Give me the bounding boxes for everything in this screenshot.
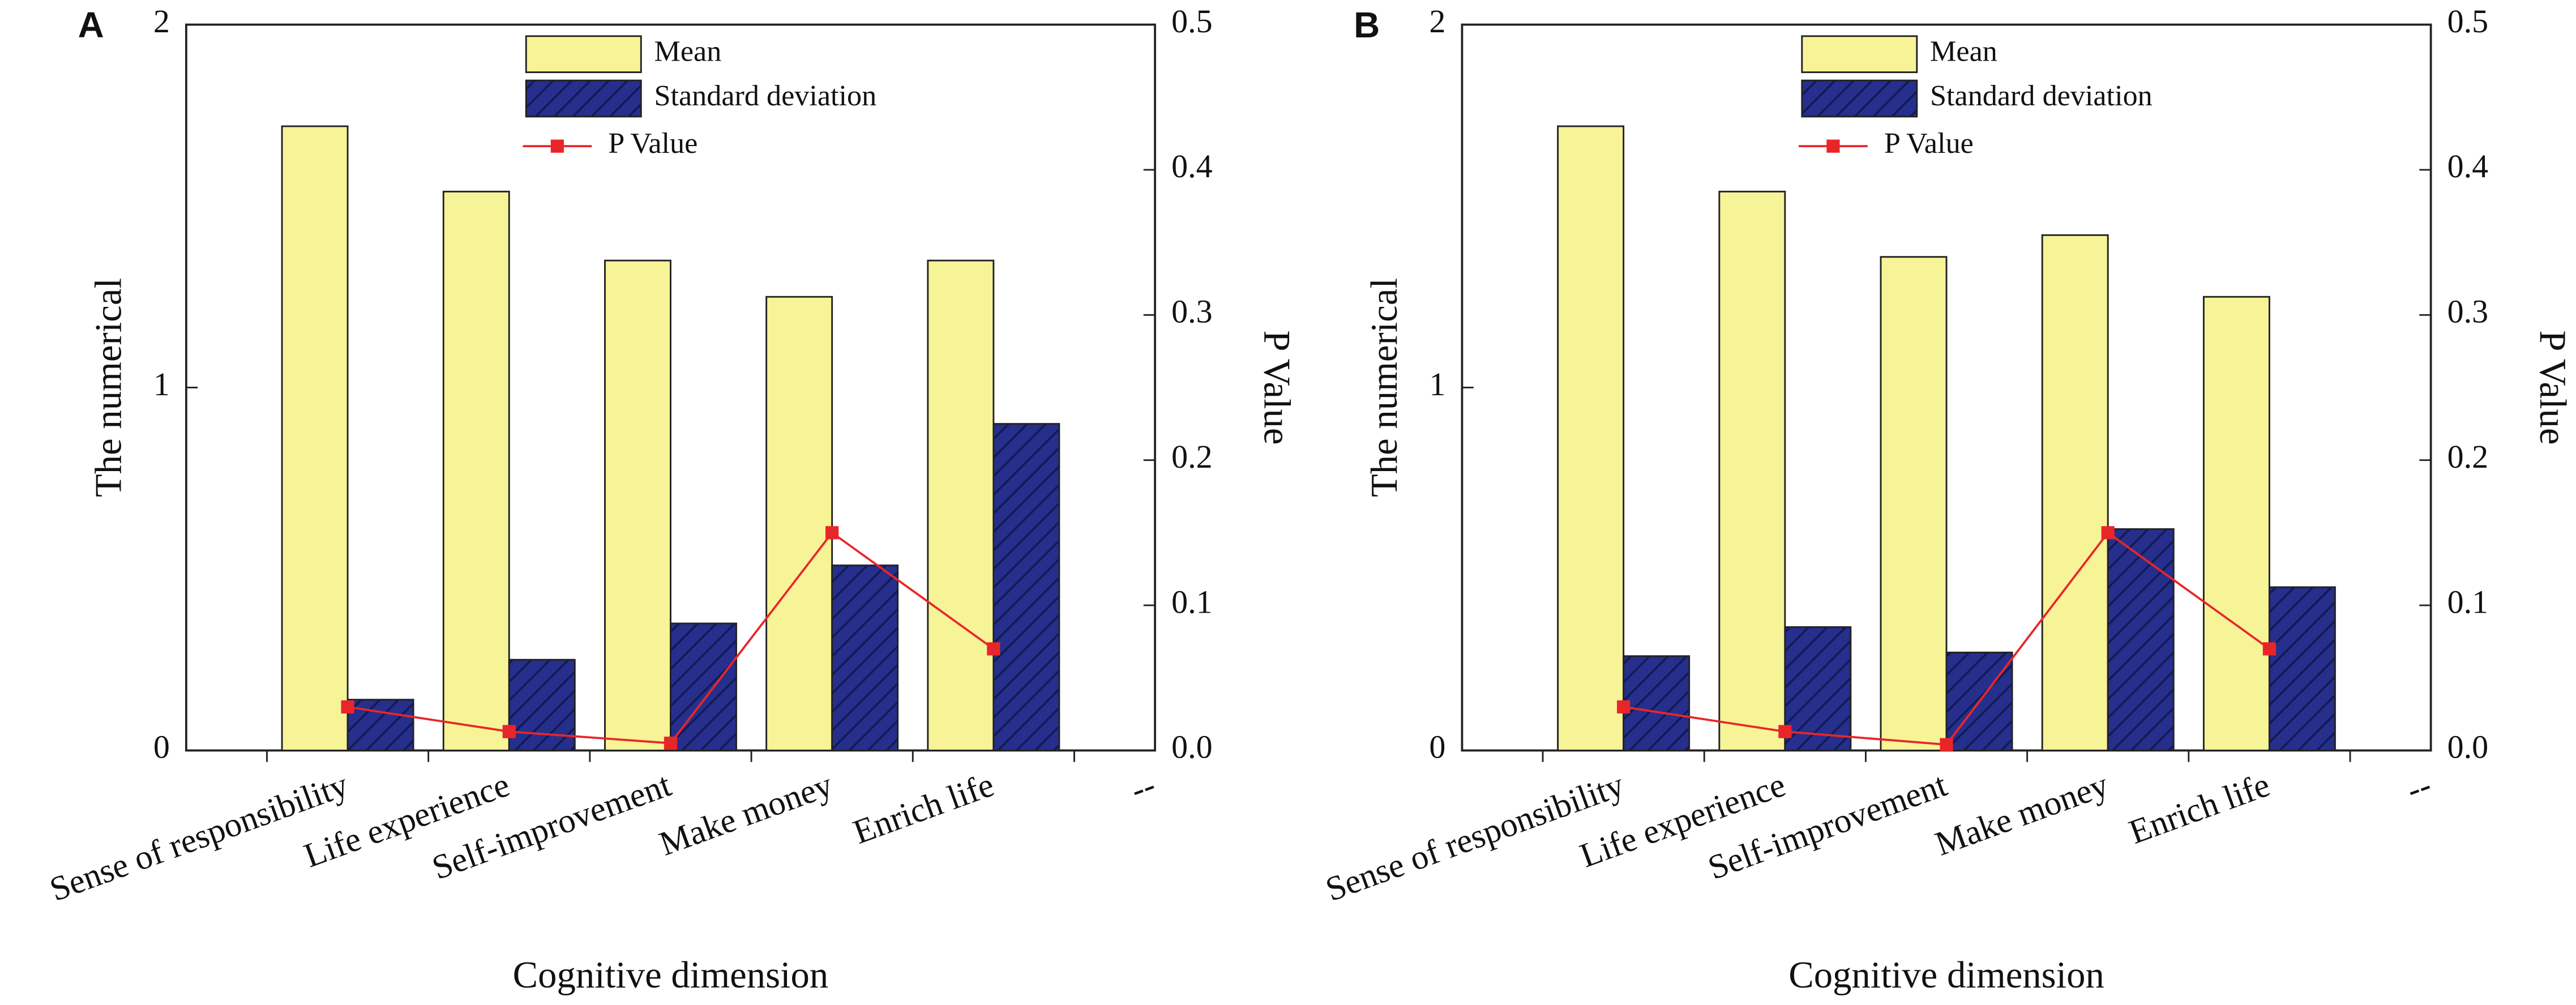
x-axis-title: Cognitive dimension	[513, 955, 829, 996]
y2-tick-label: 0.2	[1171, 438, 1213, 475]
legend-swatch	[525, 79, 642, 118]
x-tick-label: Make money	[1931, 765, 2114, 863]
bar	[2041, 234, 2109, 751]
bar	[1623, 655, 1691, 751]
bar	[927, 259, 995, 751]
y2-tick-label: 0.3	[2447, 293, 2489, 330]
x-tick-label: Enrich life	[848, 766, 999, 852]
bar	[346, 699, 414, 751]
y2-tick-label: 0.0	[1171, 729, 1213, 765]
x-tick-label: --	[1126, 766, 1161, 810]
bar	[281, 125, 349, 751]
point	[664, 737, 678, 750]
y2-tick-label: 0.1	[1171, 583, 1213, 620]
y-tick-label: 0	[153, 729, 170, 765]
point	[2262, 642, 2277, 656]
y-tick-label: 2	[153, 3, 170, 40]
y2-tick-label: 0.4	[2447, 148, 2489, 185]
legend-label: P Value	[1884, 127, 1974, 160]
point	[1940, 738, 1953, 751]
legend-swatch	[1801, 79, 1918, 118]
x-tick-label: Make money	[654, 765, 838, 863]
y2-axis-title: P Value	[2532, 331, 2573, 445]
legend-label: Mean	[1930, 35, 1997, 68]
bar	[1784, 626, 1852, 751]
y2-tick-label: 0.5	[2447, 3, 2489, 40]
y-tick-label: 2	[1429, 3, 1445, 40]
bar	[508, 658, 576, 751]
y2-tick-label: 0.0	[2447, 729, 2489, 765]
legend-label: Standard deviation	[654, 79, 876, 112]
legend-swatch	[1801, 35, 1918, 74]
point	[825, 526, 839, 540]
y-axis-title: The numerical	[88, 278, 130, 497]
bar	[992, 423, 1060, 751]
x-tick-label: Enrich life	[2124, 766, 2275, 852]
legend-label: P Value	[608, 127, 698, 160]
bar	[2107, 528, 2175, 751]
panel-label: B	[1354, 5, 1380, 45]
legend-marker	[550, 139, 564, 153]
legend-marker	[1826, 139, 1840, 153]
y2-tick-label: 0.4	[1171, 148, 1213, 185]
x-tick-label: --	[2402, 766, 2436, 810]
legend-label: Mean	[654, 35, 721, 68]
panel-label: A	[78, 5, 104, 45]
x-axis-title: Cognitive dimension	[1788, 955, 2104, 996]
point	[987, 642, 1000, 656]
point	[2101, 526, 2115, 540]
point	[1617, 700, 1631, 714]
y-tick-label: 1	[153, 366, 170, 403]
point	[341, 700, 354, 714]
y2-tick-label: 0.1	[2447, 583, 2489, 620]
y-tick-label: 1	[1429, 366, 1445, 403]
bar	[1557, 125, 1625, 751]
y2-tick-label: 0.3	[1171, 293, 1213, 330]
bar	[442, 190, 510, 751]
y-tick-label: 0	[1429, 729, 1445, 765]
legend-swatch	[525, 35, 642, 74]
bar	[831, 564, 899, 751]
bar	[765, 296, 833, 751]
bar	[604, 259, 671, 751]
bar	[1880, 256, 1948, 751]
y2-tick-label: 0.2	[2447, 438, 2489, 475]
point	[1778, 725, 1792, 738]
bar	[2268, 586, 2336, 751]
y2-tick-label: 0.5	[1171, 3, 1213, 40]
bar	[2202, 296, 2270, 751]
legend-label: Standard deviation	[1930, 79, 2153, 112]
y2-axis-title: P Value	[1256, 331, 1298, 445]
bar	[1718, 190, 1786, 751]
point	[502, 725, 516, 738]
y-axis-title: The numerical	[1364, 278, 1405, 497]
